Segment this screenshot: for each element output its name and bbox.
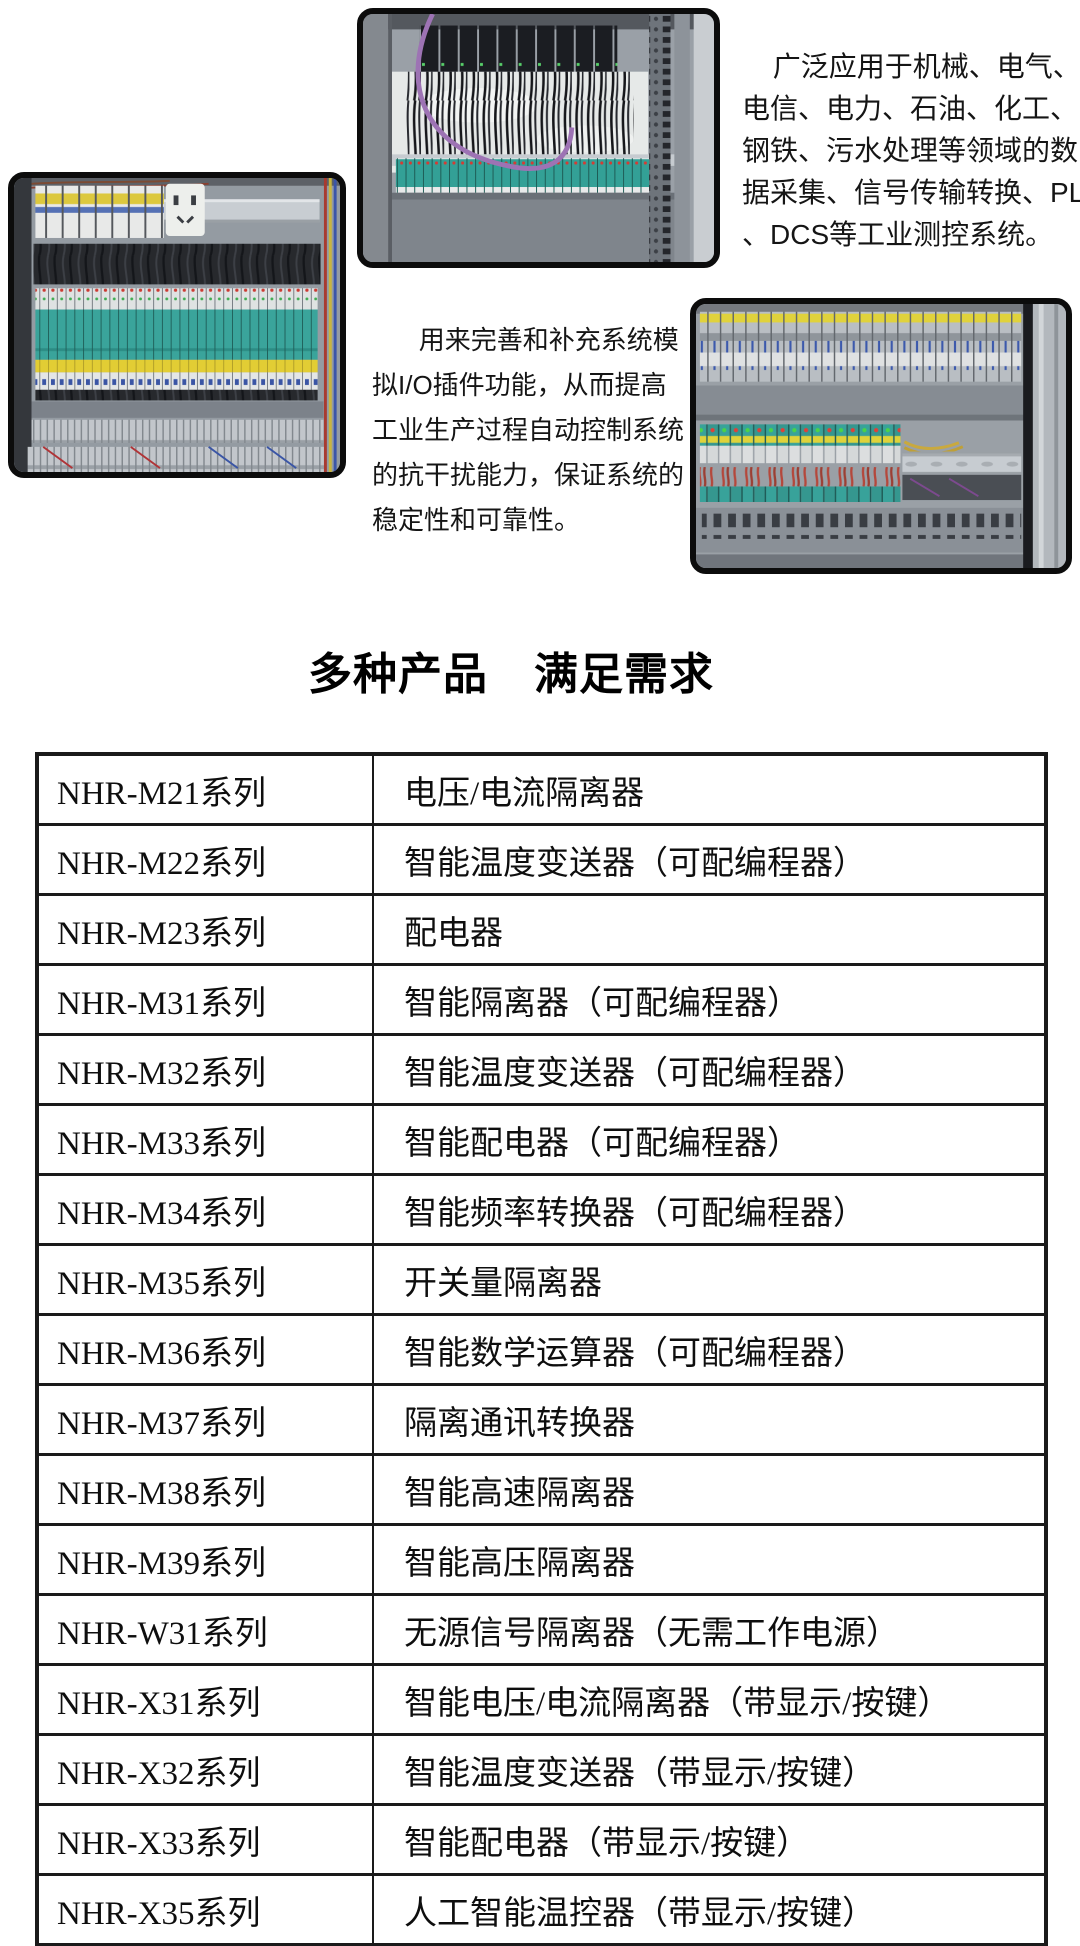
series-cell: NHR-X33系列: [37, 1803, 374, 1876]
cabinet-photo-top: [357, 8, 720, 268]
table-row: NHR-M38系列 智能高速隔离器: [37, 1453, 1046, 1526]
desc-cell: 智能温度变送器（可配编程器）: [373, 1033, 1046, 1106]
desc-cell: 配电器: [373, 893, 1046, 966]
purpose-paragraph: 用来完善和补充系统模 拟I/O插件功能，从而提高 工业生产过程自动控制系统 的抗…: [372, 318, 684, 543]
table-row: NHR-M36系列 智能数学运算器（可配编程器）: [37, 1313, 1046, 1386]
series-cell: NHR-W31系列: [37, 1593, 374, 1666]
heading-part1: 多种产品: [308, 650, 488, 699]
text-line: 拟I/O插件功能，从而提高: [372, 370, 667, 400]
desc-cell: 智能高速隔离器: [373, 1453, 1046, 1526]
heading-part2: 满足需求: [534, 650, 714, 699]
application-paragraph: 广泛应用于机械、电气、 电信、电力、石油、化工、 钢铁、污水处理等领域的数 据采…: [742, 46, 1080, 256]
desc-cell: 智能温度变送器（带显示/按键）: [373, 1733, 1046, 1806]
text-line: 工业生产过程自动控制系统: [372, 415, 685, 445]
text-line: 钢铁、污水处理等领域的数: [742, 135, 1079, 166]
text-line: 、DCS等工业测控系统。: [742, 219, 1054, 250]
series-cell: NHR-M37系列: [37, 1383, 374, 1456]
table-row: NHR-W31系列 无源信号隔离器（无需工作电源）: [37, 1593, 1046, 1666]
desc-cell: 人工智能温控器（带显示/按键）: [373, 1873, 1046, 1946]
series-cell: NHR-X32系列: [37, 1733, 374, 1806]
desc-cell: 无源信号隔离器（无需工作电源）: [373, 1593, 1046, 1666]
desc-cell: 智能高压隔离器: [373, 1523, 1046, 1596]
series-cell: NHR-M22系列: [37, 823, 374, 896]
text-line: 的抗干扰能力，保证系统的: [372, 460, 685, 490]
desc-cell: 智能配电器（可配编程器）: [373, 1103, 1046, 1176]
table-row: NHR-M21系列 电压/电流隔离器: [37, 752, 1046, 826]
table-row: NHR-M33系列 智能配电器（可配编程器）: [37, 1103, 1046, 1176]
series-cell: NHR-M23系列: [37, 893, 374, 966]
series-cell: NHR-M32系列: [37, 1033, 374, 1106]
text-line: 用来完善和补充系统模: [418, 325, 679, 355]
cabinet-photo-bottom-right: [690, 298, 1072, 574]
table-row: NHR-M31系列 智能隔离器（可配编程器）: [37, 963, 1046, 1036]
table-row: NHR-M23系列 配电器: [37, 893, 1046, 966]
desc-cell: 无源信号隔离器（无需工作电源）: [373, 1943, 1046, 1946]
table-row: NHR-X31系列 智能电压/电流隔离器（带显示/按键）: [37, 1663, 1046, 1736]
series-cell: NHR-W21系列: [37, 1943, 374, 1946]
desc-cell: 智能配电器（带显示/按键）: [373, 1803, 1046, 1876]
table-row: NHR-X35系列 人工智能温控器（带显示/按键）: [37, 1873, 1046, 1946]
table-row: NHR-M39系列 智能高压隔离器: [37, 1523, 1046, 1596]
desc-cell: 智能温度变送器（可配编程器）: [373, 823, 1046, 896]
series-cell: NHR-M38系列: [37, 1453, 374, 1526]
table-row: NHR-W21系列无源信号隔离器（无需工作电源）: [37, 1943, 1046, 1946]
text-line: 电信、电力、石油、化工、: [742, 93, 1079, 124]
desc-cell: 智能数学运算器（可配编程器）: [373, 1313, 1046, 1386]
table-row: NHR-M37系列 隔离通讯转换器: [37, 1383, 1046, 1456]
series-cell: NHR-M35系列: [37, 1243, 374, 1316]
desc-cell: 智能隔离器（可配编程器）: [373, 963, 1046, 1036]
series-cell: NHR-M39系列: [37, 1523, 374, 1596]
text-line: 据采集、信号传输转换、PLC: [742, 177, 1080, 208]
section-heading: 多种产品 满足需求: [308, 650, 714, 700]
series-cell: NHR-M34系列: [37, 1173, 374, 1246]
table-row: NHR-M32系列 智能温度变送器（可配编程器）: [37, 1033, 1046, 1106]
series-cell: NHR-X35系列: [37, 1873, 374, 1946]
cabinet-photo-top-art: [363, 14, 714, 262]
series-cell: NHR-M33系列: [37, 1103, 374, 1176]
text-line: 稳定性和可靠性。: [372, 505, 581, 535]
series-cell: NHR-M31系列: [37, 963, 374, 1036]
text-line: 广泛应用于机械、电气、: [772, 51, 1080, 82]
table-row: NHR-M22系列 智能温度变送器（可配编程器）: [37, 823, 1046, 896]
table-row: NHR-X32系列 智能温度变送器（带显示/按键）: [37, 1733, 1046, 1806]
cabinet-photo-left: [8, 172, 346, 478]
series-cell: NHR-M36系列: [37, 1313, 374, 1386]
series-cell: NHR-X31系列: [37, 1663, 374, 1736]
products-table: NHR-M21系列 电压/电流隔离器 NHR-M22系列 智能温度变送器（可配编程器…: [35, 752, 1048, 1946]
cabinet-photo-bottom-right-art: [696, 304, 1066, 568]
table-row: NHR-X33系列 智能配电器（带显示/按键）: [37, 1803, 1046, 1876]
desc-cell: 隔离通讯转换器: [373, 1383, 1046, 1456]
cabinet-photo-left-art: [14, 178, 340, 472]
desc-cell: 智能频率转换器（可配编程器）: [373, 1173, 1046, 1246]
desc-cell: 开关量隔离器: [373, 1243, 1046, 1316]
table-row: NHR-M34系列 智能频率转换器（可配编程器）: [37, 1173, 1046, 1246]
table-row: NHR-M35系列 开关量隔离器: [37, 1243, 1046, 1316]
desc-cell: 智能电压/电流隔离器（带显示/按键）: [373, 1663, 1046, 1736]
desc-cell: 电压/电流隔离器: [373, 752, 1046, 826]
series-cell: NHR-M21系列: [37, 752, 374, 826]
